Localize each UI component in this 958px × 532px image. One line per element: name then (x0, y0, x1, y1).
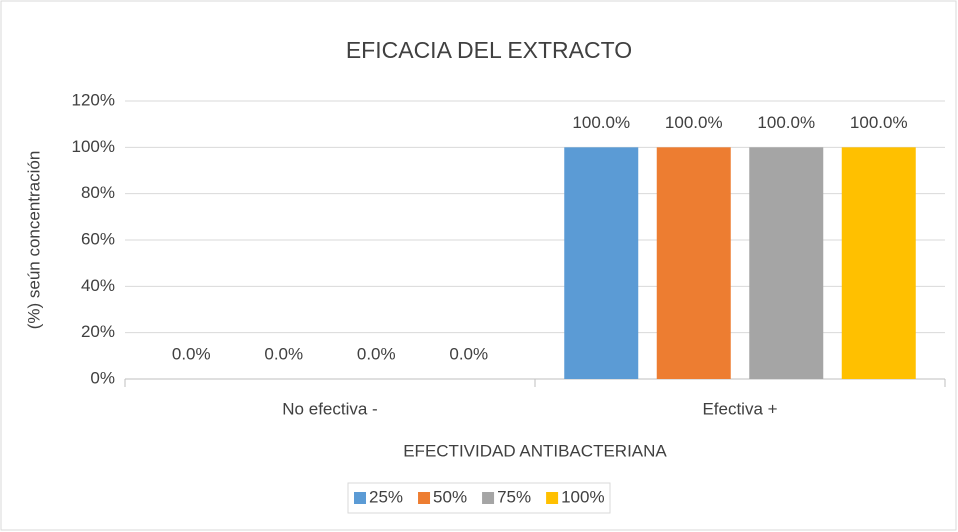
legend-box (347, 482, 611, 514)
data-label: 0.0% (264, 344, 303, 363)
bar (841, 147, 916, 379)
data-label: 100.0% (850, 113, 908, 132)
data-label: 0.0% (449, 344, 488, 363)
legend-label: 50% (433, 487, 467, 506)
bar (564, 147, 639, 379)
legend-label: 25% (369, 487, 403, 506)
bar (749, 147, 824, 379)
legend-swatch (418, 492, 431, 504)
x-tick-label: No efectiva - (282, 399, 377, 418)
y-tick-label: 0% (90, 368, 115, 387)
data-label: 100.0% (665, 113, 723, 132)
chart-title: EFICACIA DEL EXTRACTO (346, 37, 632, 63)
legend-swatch (354, 492, 366, 504)
legend-swatch (546, 492, 559, 504)
y-tick-label: 100% (72, 137, 115, 156)
x-tick-label: Efectiva + (702, 399, 777, 418)
data-label: 0.0% (172, 344, 211, 363)
y-tick-label: 40% (81, 276, 115, 295)
legend-label: 100% (561, 487, 604, 506)
y-axis-title: (%) seún concentración (24, 151, 43, 330)
y-tick-label: 120% (72, 90, 115, 109)
x-axis-title: EFECTIVIDAD ANTIBACTERIANA (403, 441, 667, 460)
legend-swatch (482, 492, 495, 504)
y-tick-label: 60% (81, 229, 115, 248)
y-tick-label: 80% (81, 183, 115, 202)
y-tick-label: 20% (81, 322, 115, 341)
data-label: 0.0% (357, 344, 396, 363)
legend-label: 75% (497, 487, 531, 506)
data-label: 100.0% (757, 113, 815, 132)
data-label: 100.0% (572, 113, 630, 132)
bar (656, 147, 731, 379)
